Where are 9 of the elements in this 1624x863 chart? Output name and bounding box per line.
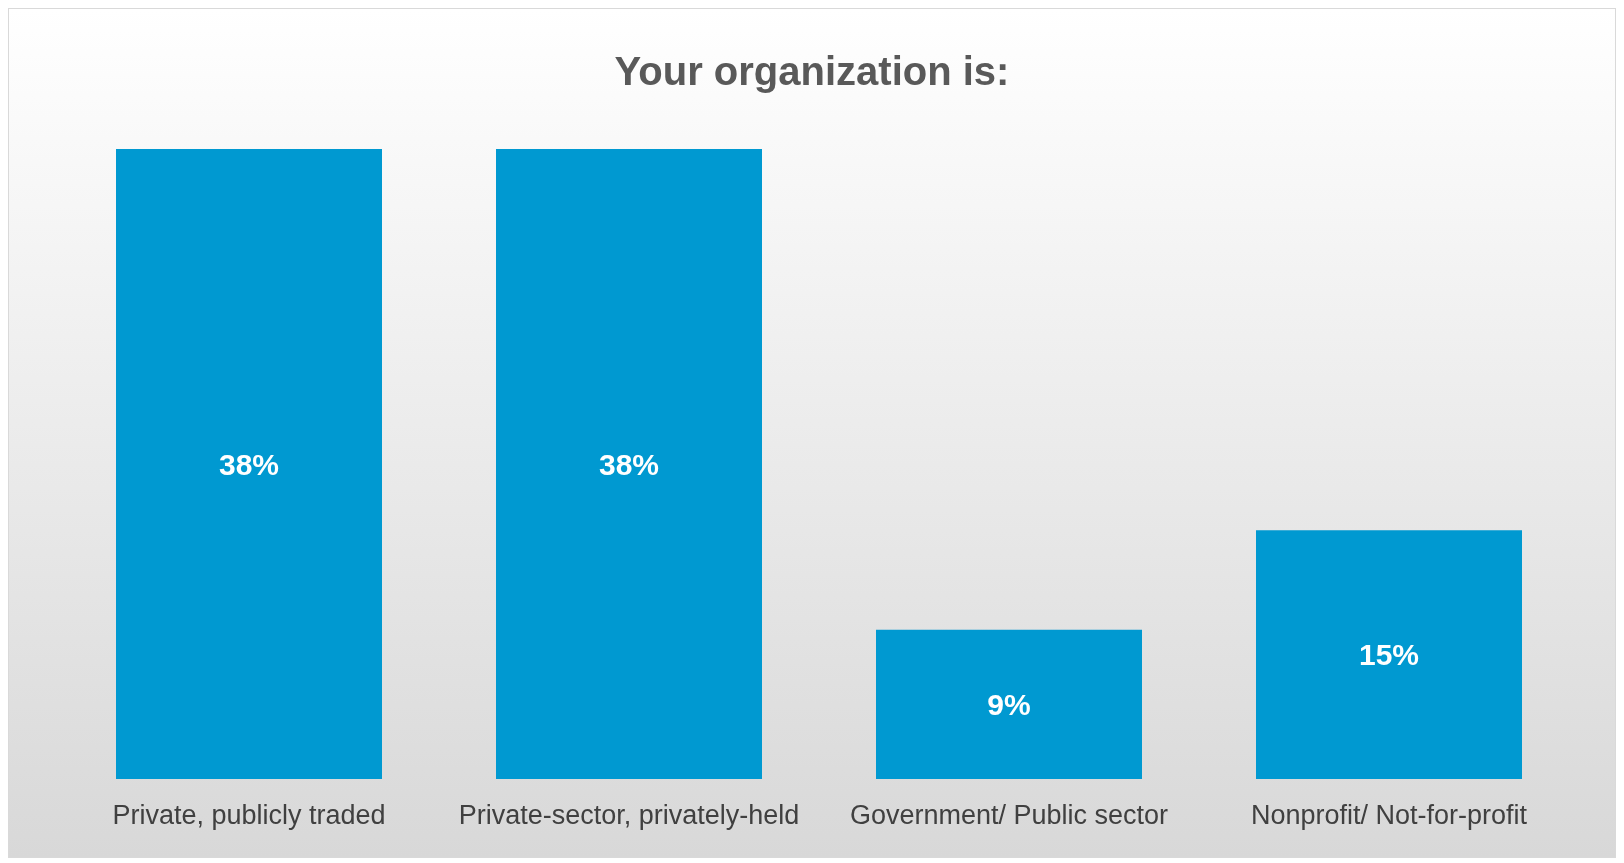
x-tick-label: Nonprofit/ Not-for-profit bbox=[1250, 800, 1528, 831]
chart-title: Your organization is: bbox=[613, 48, 1011, 95]
data-label: 15% bbox=[1358, 638, 1420, 672]
x-tick-label: Private, publicly traded bbox=[112, 800, 386, 831]
x-tick-label: Private-sector, privately-held bbox=[458, 800, 800, 831]
data-label: 38% bbox=[218, 447, 280, 481]
data-label: 9% bbox=[987, 688, 1031, 722]
data-label: 38% bbox=[598, 447, 660, 481]
x-tick-label: Government/ Public sector bbox=[849, 800, 1169, 831]
